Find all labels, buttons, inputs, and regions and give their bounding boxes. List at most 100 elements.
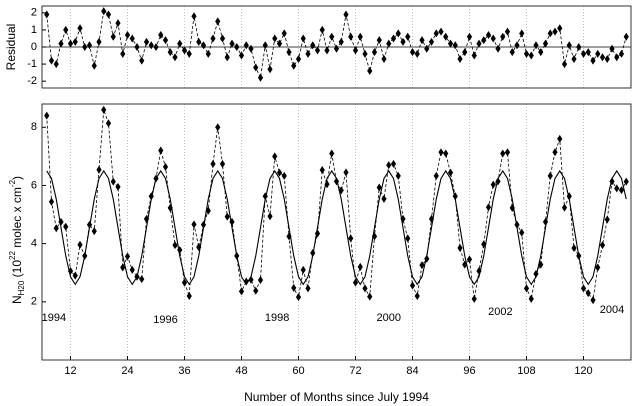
data-point	[129, 34, 135, 43]
data-point	[552, 148, 558, 157]
data-point	[253, 63, 259, 72]
data-point	[476, 39, 482, 48]
data-point	[443, 32, 449, 41]
data-point	[390, 34, 397, 43]
year-label: 1998	[265, 312, 289, 324]
data-point	[96, 37, 102, 46]
data-point	[571, 244, 577, 252]
data-point	[305, 284, 311, 293]
observed-line	[46, 10, 627, 80]
data-point	[115, 19, 121, 28]
data-point	[400, 37, 406, 46]
data-point	[419, 261, 425, 270]
data-point	[481, 36, 487, 45]
y-tick-label: 2	[31, 7, 37, 19]
data-point	[210, 34, 216, 43]
data-point	[343, 10, 349, 19]
data-point	[53, 60, 59, 69]
data-point	[215, 123, 221, 132]
data-point	[139, 275, 145, 284]
data-point	[196, 37, 202, 46]
data-point	[357, 262, 363, 271]
data-point	[405, 32, 411, 41]
data-point	[96, 165, 102, 174]
data-point	[281, 29, 287, 38]
data-point	[557, 24, 563, 33]
data-point	[158, 146, 164, 155]
data-point	[134, 43, 140, 51]
data-point	[590, 56, 596, 65]
y-axis-label-part: 22	[8, 251, 17, 260]
data-point	[295, 54, 302, 63]
data-point	[238, 287, 245, 296]
data-point	[243, 41, 249, 50]
data-point	[466, 32, 473, 41]
year-label: 2004	[600, 304, 624, 316]
plot-frame	[41, 5, 632, 89]
data-point	[561, 203, 568, 212]
data-point	[452, 41, 458, 50]
data-point	[576, 43, 582, 51]
data-point	[234, 43, 240, 51]
data-point	[580, 284, 587, 293]
data-point	[381, 54, 387, 63]
data-point	[409, 281, 416, 290]
data-point	[272, 152, 278, 161]
y-tick-label: 1	[31, 24, 37, 36]
year-label: 2000	[377, 312, 401, 324]
data-point	[409, 48, 416, 57]
x-tick-label: 84	[406, 365, 418, 377]
data-point	[101, 105, 107, 114]
data-point	[623, 177, 629, 186]
data-point	[181, 46, 188, 55]
data-point	[405, 234, 411, 243]
data-point	[618, 49, 625, 58]
data-point	[86, 41, 93, 50]
data-point	[386, 39, 392, 48]
y-tick-label: 8	[31, 121, 37, 133]
data-point	[224, 53, 230, 62]
data-point	[604, 54, 610, 63]
data-point	[614, 184, 620, 193]
y-axis-label-part: -2	[8, 179, 17, 187]
data-point	[44, 10, 50, 19]
y-tick-label: 6	[31, 179, 37, 191]
data-point	[414, 49, 420, 58]
y-tick-label: -1	[27, 58, 37, 70]
data-point	[466, 255, 473, 264]
data-point	[153, 43, 159, 51]
x-tick-label: 48	[235, 365, 247, 377]
data-point	[523, 49, 530, 58]
data-point	[433, 171, 439, 180]
data-point	[53, 224, 59, 233]
data-point	[72, 271, 78, 280]
data-point	[248, 275, 254, 284]
data-point	[300, 34, 306, 43]
data-point	[623, 32, 629, 41]
data-point	[300, 265, 306, 274]
year-label: 1994	[42, 312, 66, 324]
data-point	[262, 41, 268, 50]
data-point	[205, 49, 211, 58]
data-point	[585, 48, 591, 57]
data-point	[200, 41, 207, 50]
plot-frame	[41, 103, 632, 361]
data-point	[67, 266, 74, 275]
data-point	[500, 149, 506, 158]
data-point	[457, 54, 463, 63]
x-tick-label: 12	[64, 365, 76, 377]
y-axis-label-part: N	[10, 295, 24, 304]
data-point	[58, 39, 64, 48]
data-point	[162, 36, 169, 45]
data-point	[523, 284, 530, 293]
y-tick-label: 0	[31, 41, 37, 53]
data-point	[538, 48, 544, 57]
data-point	[528, 51, 534, 60]
y-axis-label: Residual	[4, 24, 18, 71]
data-point	[571, 54, 577, 63]
data-point	[105, 10, 112, 19]
data-point	[148, 41, 154, 50]
data-point	[210, 159, 216, 168]
year-label: 1996	[153, 314, 177, 326]
data-point	[519, 29, 525, 38]
